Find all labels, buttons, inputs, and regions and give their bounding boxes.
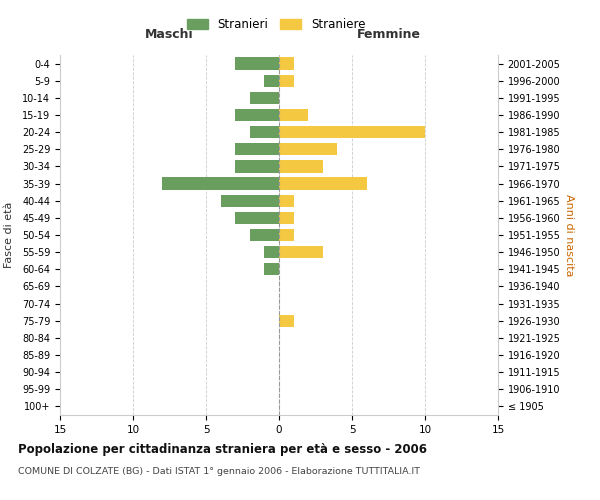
Bar <box>279 126 425 138</box>
Y-axis label: Fasce di età: Fasce di età <box>4 202 14 268</box>
Bar <box>279 109 308 121</box>
Bar <box>279 212 293 224</box>
Bar <box>265 246 279 258</box>
Bar <box>250 126 279 138</box>
Bar <box>250 92 279 104</box>
Bar <box>265 263 279 276</box>
Bar <box>279 178 367 190</box>
Bar <box>235 109 279 121</box>
Bar <box>250 229 279 241</box>
Bar <box>279 194 293 207</box>
Text: Femmine: Femmine <box>356 28 421 42</box>
Bar <box>162 178 279 190</box>
Bar <box>235 58 279 70</box>
Bar <box>221 194 279 207</box>
Bar <box>235 143 279 156</box>
Bar <box>279 314 293 327</box>
Text: COMUNE DI COLZATE (BG) - Dati ISTAT 1° gennaio 2006 - Elaborazione TUTTITALIA.IT: COMUNE DI COLZATE (BG) - Dati ISTAT 1° g… <box>18 468 420 476</box>
Bar <box>279 160 323 172</box>
Bar <box>235 160 279 172</box>
Text: Maschi: Maschi <box>145 28 194 42</box>
Y-axis label: Anni di nascita: Anni di nascita <box>565 194 574 276</box>
Text: Popolazione per cittadinanza straniera per età e sesso - 2006: Popolazione per cittadinanza straniera p… <box>18 442 427 456</box>
Legend: Stranieri, Straniere: Stranieri, Straniere <box>182 14 370 36</box>
Bar <box>279 246 323 258</box>
Bar <box>279 58 293 70</box>
Bar <box>235 212 279 224</box>
Bar <box>279 143 337 156</box>
Bar <box>265 74 279 87</box>
Bar <box>279 74 293 87</box>
Bar <box>279 229 293 241</box>
